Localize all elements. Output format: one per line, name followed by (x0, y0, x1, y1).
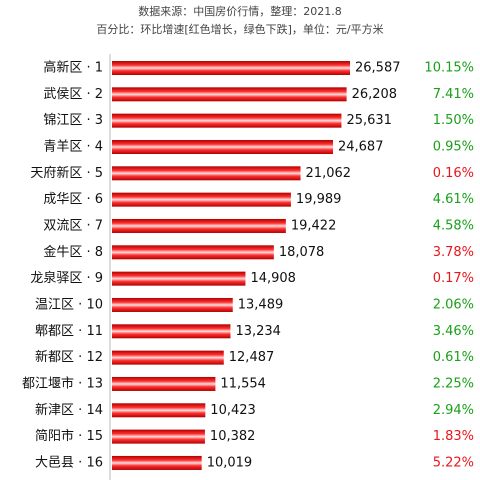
bar (112, 376, 216, 391)
change-label: 1.50% (433, 113, 474, 128)
category-label: 天府新区 · 5 (30, 165, 103, 181)
category-label: 高新区 · 1 (43, 60, 103, 76)
change-label: 3.78% (433, 245, 474, 260)
bar (112, 324, 231, 339)
category-label: 新津区 · 14 (35, 402, 103, 418)
category-label: 郫都区 · 11 (35, 323, 103, 339)
change-label: 4.58% (433, 218, 474, 233)
change-label: 1.83% (433, 429, 474, 444)
change-label: 2.06% (433, 297, 474, 312)
value-label: 13,234 (235, 324, 281, 339)
change-label: 3.46% (433, 324, 474, 339)
value-label: 21,062 (306, 166, 352, 181)
bar (112, 113, 342, 128)
change-label: 0.16% (433, 166, 474, 181)
bar (112, 271, 246, 286)
note: 百分比：环比增速[红色增长，绿色下跌]，单位：元/平方米 (96, 22, 383, 36)
category-label: 大邑县 · 16 (35, 455, 103, 470)
change-label: 0.95% (433, 139, 474, 154)
category-label: 武侯区 · 2 (43, 87, 103, 102)
change-label: 0.61% (433, 350, 474, 365)
value-label: 26,587 (355, 61, 401, 76)
bar (112, 455, 202, 470)
value-label: 25,631 (346, 113, 392, 128)
subtitle: 数据来源：中国房价行情，整理：2021.8 (138, 4, 342, 18)
category-label: 双流区 · 7 (43, 218, 103, 233)
category-label: 锦江区 · 3 (43, 113, 103, 128)
bar (112, 87, 347, 102)
bar (112, 350, 224, 365)
change-label: 4.61% (433, 192, 474, 207)
change-label: 2.94% (433, 403, 474, 418)
value-label: 10,019 (207, 455, 253, 470)
bar (112, 192, 291, 207)
change-label: 10.15% (424, 61, 474, 76)
category-label: 成华区 · 6 (43, 192, 103, 207)
change-label: 0.17% (433, 271, 474, 286)
bar (112, 139, 333, 154)
value-label: 11,554 (220, 376, 266, 391)
bar (112, 218, 286, 233)
category-label: 温江区 · 10 (35, 297, 103, 312)
bar (112, 245, 274, 260)
value-label: 13,489 (238, 297, 284, 312)
value-label: 26,208 (352, 87, 398, 102)
category-label: 新都区 · 12 (35, 349, 103, 365)
change-label: 2.25% (433, 376, 474, 391)
change-label: 7.41% (433, 87, 474, 102)
category-label: 龙泉驿区 · 9 (30, 270, 103, 286)
value-label: 19,422 (291, 218, 337, 233)
bar (112, 61, 350, 75)
change-label: 5.22% (433, 455, 474, 470)
value-label: 18,078 (279, 245, 325, 260)
value-label: 10,382 (210, 429, 256, 444)
category-label: 青羊区 · 4 (43, 138, 103, 154)
bar (112, 166, 301, 181)
bar (112, 297, 233, 312)
category-label: 都江堰市 · 13 (22, 375, 103, 391)
value-label: 12,487 (229, 350, 275, 365)
category-label: 简阳市 · 15 (35, 428, 103, 444)
value-label: 19,989 (296, 192, 342, 207)
value-label: 14,908 (250, 271, 295, 286)
value-label: 10,423 (210, 403, 256, 418)
bar (112, 403, 206, 418)
value-label: 24,687 (338, 139, 384, 154)
category-label: 金牛区 · 8 (43, 244, 103, 260)
bar (112, 429, 205, 444)
